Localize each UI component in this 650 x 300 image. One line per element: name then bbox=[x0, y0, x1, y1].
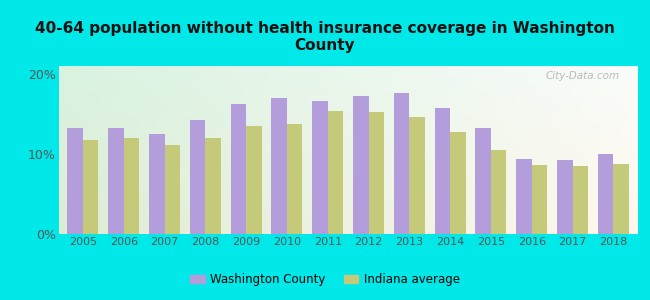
Bar bbox=[109, 128, 124, 234]
Bar bbox=[124, 138, 139, 234]
Bar bbox=[394, 93, 410, 234]
Bar bbox=[272, 98, 287, 234]
Bar bbox=[149, 134, 164, 234]
Bar bbox=[287, 124, 302, 234]
Bar bbox=[164, 145, 180, 234]
Bar bbox=[614, 164, 629, 234]
Bar bbox=[312, 101, 328, 234]
Bar bbox=[205, 138, 221, 234]
Text: 40-64 population without health insurance coverage in Washington
County: 40-64 population without health insuranc… bbox=[35, 21, 615, 53]
Bar bbox=[532, 165, 547, 234]
Legend: Washington County, Indiana average: Washington County, Indiana average bbox=[186, 269, 464, 291]
Bar bbox=[369, 112, 384, 234]
Bar bbox=[450, 132, 465, 234]
Bar bbox=[190, 120, 205, 234]
Bar bbox=[573, 166, 588, 234]
Bar bbox=[353, 96, 369, 234]
Bar bbox=[598, 154, 614, 234]
Bar bbox=[410, 117, 425, 234]
Text: City-Data.com: City-Data.com bbox=[545, 71, 619, 81]
Bar bbox=[491, 150, 506, 234]
Bar bbox=[435, 108, 450, 234]
Bar bbox=[557, 160, 573, 234]
Bar bbox=[231, 104, 246, 234]
Bar bbox=[68, 128, 83, 234]
Bar bbox=[475, 128, 491, 234]
Bar bbox=[516, 159, 532, 234]
Bar bbox=[246, 126, 262, 234]
Bar bbox=[328, 111, 343, 234]
Bar bbox=[83, 140, 99, 234]
